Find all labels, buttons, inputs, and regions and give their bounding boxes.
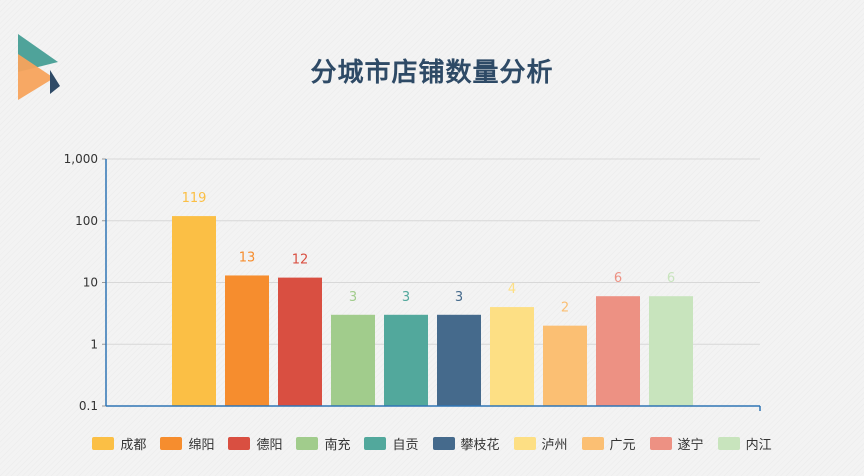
legend-item: 攀枝花 [432,434,500,453]
bars [172,216,693,406]
legend-label: 攀枝花 [460,438,500,453]
bar [596,296,640,406]
legend-label: 自贡 [392,438,419,453]
y-tick-label: 0.1 [79,399,98,413]
data-label: 6 [614,271,622,286]
bar [437,314,481,406]
legend-item: 内江 [717,434,772,453]
legend-swatch [296,437,319,450]
legend-swatch [160,437,183,450]
legend-item: 泸州 [513,434,568,453]
bar [490,307,534,406]
bar [278,277,322,406]
bar [331,314,375,406]
legend-label: 广元 [609,438,636,453]
legend-swatch [364,437,387,450]
legend-label: 泸州 [541,438,568,453]
legend-item: 遂宁 [649,434,704,453]
y-tick-label: 100 [75,214,98,228]
data-label: 13 [239,250,256,265]
data-label: 3 [455,290,463,305]
bar [649,296,693,406]
legend-item: 自贡 [364,434,419,453]
axes [105,159,761,411]
data-label: 12 [292,253,309,268]
y-axis-ticks: 0.1 1 10 100 1,000 [64,152,106,413]
legend-label: 成都 [120,438,147,453]
bar [543,325,587,406]
legend-swatch [649,437,672,450]
legend-swatch [581,437,604,450]
data-label: 6 [667,271,675,286]
legend-item: 南充 [296,434,350,453]
legend-item: 广元 [581,434,636,453]
legend-item: 绵阳 [160,434,214,453]
legend-item: 成都 [92,434,146,453]
y-tick-label: 10 [83,276,98,290]
legend-label: 内江 [745,438,772,453]
bar [384,314,428,406]
bar [172,216,216,406]
legend-item: 德阳 [228,434,282,453]
y-tick-label: 1,000 [64,152,98,166]
data-label: 2 [561,301,569,316]
legend-swatch [432,437,455,450]
legend-swatch [228,437,251,450]
legend-label: 绵阳 [188,438,215,453]
data-label: 119 [182,191,207,206]
logo-icon [18,34,60,100]
data-label: 3 [402,290,410,305]
data-label: 3 [349,290,357,305]
legend: 成都 绵阳 德阳 南充 自贡 攀枝花 泸州 广元 遂宁 内江 [0,434,864,453]
legend-swatch [92,437,115,450]
legend-label: 德阳 [256,438,283,453]
y-tick-label: 1 [90,337,98,351]
bar [225,275,269,406]
legend-label: 南充 [324,438,351,453]
legend-label: 遂宁 [677,438,704,453]
data-label: 4 [508,282,516,297]
data-labels: 119 13 12 3 3 3 4 2 6 6 [182,191,676,316]
legend-swatch [717,437,740,450]
chart-title: 分城市店铺数量分析 [310,58,554,88]
legend-swatch [513,437,536,450]
